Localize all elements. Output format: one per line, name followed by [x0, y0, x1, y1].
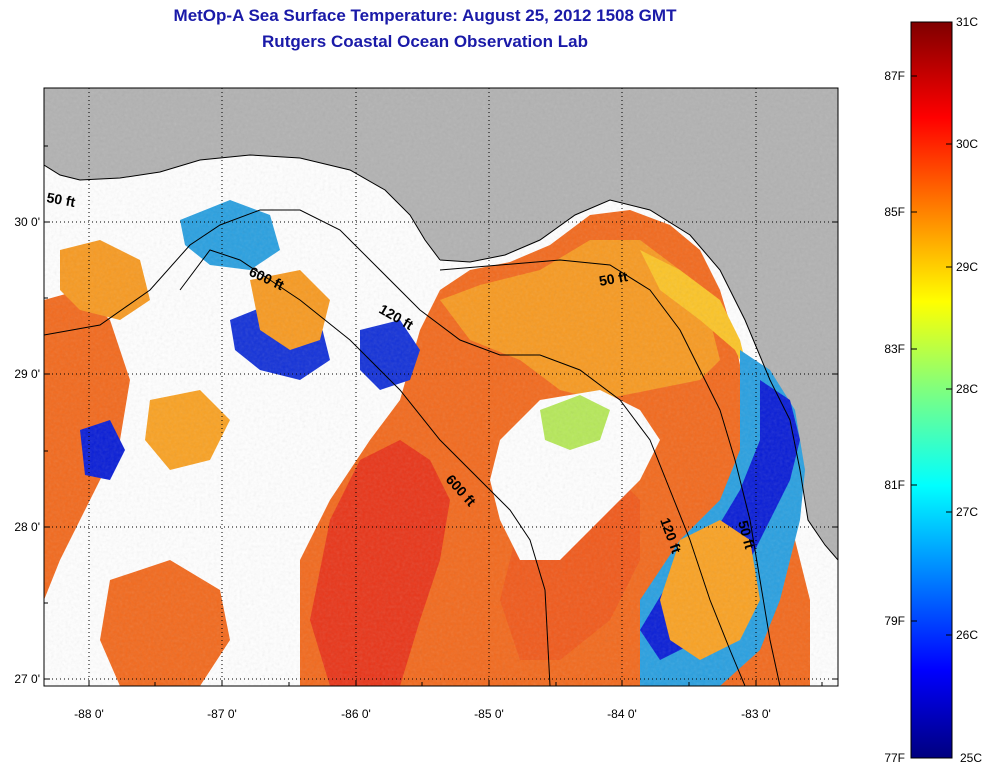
contour-label: 50 ft [598, 268, 629, 289]
colorbar-f-label: 77F [884, 751, 905, 765]
colorbar-f-label: 83F [884, 342, 905, 356]
colorbar-c-label: 26C [956, 628, 978, 642]
colorbar-c-label: 29C [956, 260, 978, 274]
contour-50ft-east [439, 259, 781, 686]
colorbar-f-label: 85F [884, 205, 905, 219]
map-subtitle: Rutgers Coastal Ocean Observation Lab [262, 32, 588, 51]
lat-tick-label: 30 0' [14, 215, 40, 229]
lon-tick-label: -84 0' [607, 707, 637, 721]
map-grid [44, 88, 838, 686]
map-title: MetOp-A Sea Surface Temperature: August … [173, 6, 677, 25]
colorbar-f-label: 87F [884, 69, 905, 83]
plot-frame [43, 87, 839, 687]
coastline-outline [44, 154, 838, 561]
colorbar-c-label: 28C [956, 382, 978, 396]
colorbar-c-label: 31C [956, 15, 978, 29]
lon-tick-label: -85 0' [474, 707, 504, 721]
lon-tick-label: -86 0' [341, 707, 371, 721]
colorbar-c-label: 27C [956, 505, 978, 519]
colorbar [910, 21, 953, 759]
colorbar-f-label: 79F [884, 614, 905, 628]
lat-tick-label: 27 0' [14, 672, 40, 686]
lon-tick-label: -87 0' [207, 707, 237, 721]
lat-tick-label: 28 0' [14, 520, 40, 534]
lon-tick-label: -88 0' [74, 707, 104, 721]
colorbar-f-label: 81F [884, 478, 905, 492]
lat-tick-label: 29 0' [14, 367, 40, 381]
contour-600ft [179, 249, 551, 686]
contour-120ft [44, 209, 746, 686]
lon-tick-label: -83 0' [741, 707, 771, 721]
contour-label: 50 ft [45, 189, 76, 210]
colorbar-c-label: 30C [956, 137, 978, 151]
colorbar-c-label: 25C [960, 751, 982, 765]
